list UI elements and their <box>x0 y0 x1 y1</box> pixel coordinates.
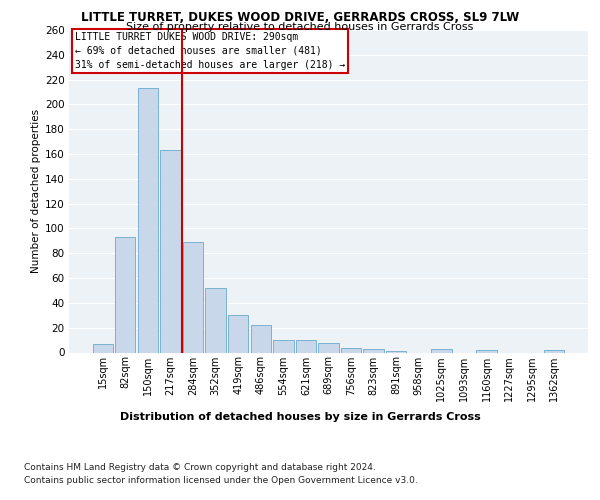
Bar <box>115 237 136 352</box>
Bar <box>251 325 271 352</box>
Bar <box>476 350 497 352</box>
Bar <box>431 349 452 352</box>
Bar <box>228 316 248 352</box>
Text: Contains public sector information licensed under the Open Government Licence v3: Contains public sector information licen… <box>24 476 418 485</box>
Bar <box>296 340 316 352</box>
Bar <box>160 150 181 352</box>
Y-axis label: Number of detached properties: Number of detached properties <box>31 109 41 274</box>
Text: LITTLE TURRET, DUKES WOOD DRIVE, GERRARDS CROSS, SL9 7LW: LITTLE TURRET, DUKES WOOD DRIVE, GERRARD… <box>81 11 519 24</box>
Bar <box>319 342 338 352</box>
Bar <box>183 242 203 352</box>
Bar <box>92 344 113 352</box>
Text: Contains HM Land Registry data © Crown copyright and database right 2024.: Contains HM Land Registry data © Crown c… <box>24 462 376 471</box>
Bar <box>138 88 158 352</box>
Bar <box>544 350 565 352</box>
Bar <box>341 348 361 352</box>
Bar <box>364 349 384 352</box>
Bar <box>205 288 226 352</box>
Text: LITTLE TURRET DUKES WOOD DRIVE: 290sqm
← 69% of detached houses are smaller (481: LITTLE TURRET DUKES WOOD DRIVE: 290sqm ←… <box>75 32 346 70</box>
Bar <box>273 340 293 352</box>
Text: Distribution of detached houses by size in Gerrards Cross: Distribution of detached houses by size … <box>119 412 481 422</box>
Text: Size of property relative to detached houses in Gerrards Cross: Size of property relative to detached ho… <box>127 22 473 32</box>
